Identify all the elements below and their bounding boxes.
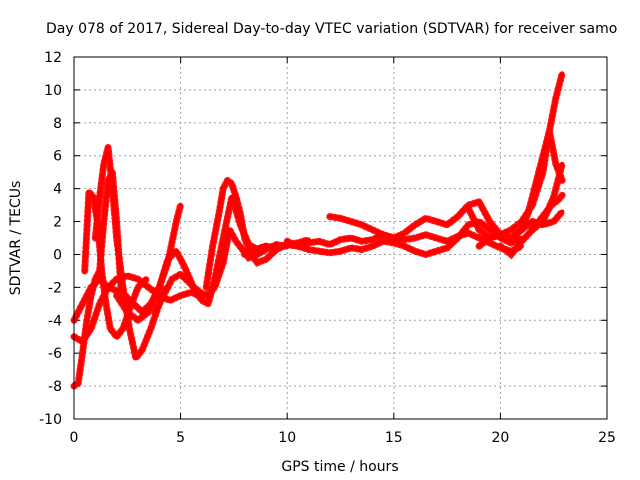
y-axis-label: SDTVAR / TECUs xyxy=(8,181,24,296)
plot-frame xyxy=(73,56,608,420)
y-tick-label: -6 xyxy=(48,346,62,362)
x-tick-label: 10 xyxy=(278,430,296,446)
y-tick-label: -2 xyxy=(48,280,62,296)
chart-title: Day 078 of 2017, Sidereal Day-to-day VTE… xyxy=(46,21,617,37)
y-tick-label: -4 xyxy=(48,313,62,329)
x-tick-label: 0 xyxy=(70,430,79,446)
series-markers-sat-trace-7 xyxy=(151,219,291,316)
series-markers-sat-trace-3 xyxy=(91,146,170,367)
x-tick-labels: 0 5 10 15 20 25 xyxy=(70,430,616,446)
series-markers-sat-trace-10 xyxy=(283,217,526,259)
y-tick-labels: -10 -8 -6 -4 -2 0 2 4 6 8 10 12 xyxy=(39,50,62,428)
series-markers-sat-trace-5 xyxy=(70,272,206,347)
x-tick-label: 25 xyxy=(598,430,616,446)
series-markers-sat-trace-16 xyxy=(528,191,566,234)
y-tick-label: 6 xyxy=(53,149,62,165)
y-tick-label: 8 xyxy=(53,116,62,132)
x-tick-label: 15 xyxy=(385,430,403,446)
series-markers-sat-trace-11 xyxy=(326,197,504,242)
y-tick-label: -8 xyxy=(48,379,62,395)
y-tick-label: 4 xyxy=(53,182,62,198)
y-tick-label: 0 xyxy=(53,247,62,263)
y-tick-label: 10 xyxy=(44,83,62,99)
series-markers-sat-trace-13 xyxy=(475,130,566,250)
y-tick-label: 12 xyxy=(44,50,62,66)
x-tick-label: 20 xyxy=(491,430,509,446)
x-axis-label: GPS time / hours xyxy=(281,459,398,475)
x-tick-label: 5 xyxy=(176,430,185,446)
y-tick-label: 2 xyxy=(53,215,62,231)
y-tick-label: -10 xyxy=(39,412,62,428)
data-series xyxy=(70,70,566,390)
